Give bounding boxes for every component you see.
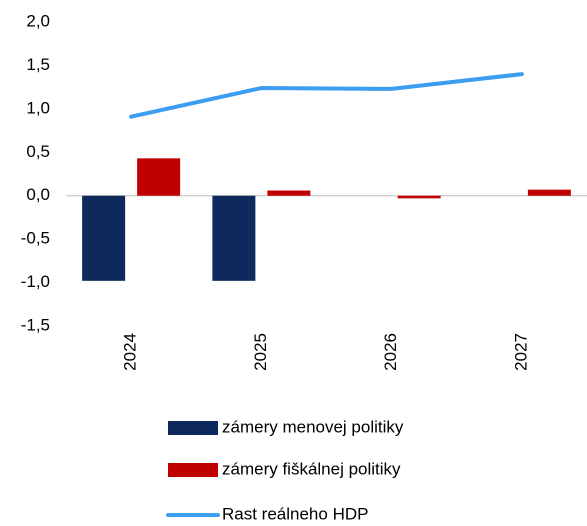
bar <box>267 190 311 196</box>
legend-label: zámery menovej politiky <box>222 417 404 436</box>
x-tick-label: 2024 <box>121 333 140 371</box>
y-tick-label: 2,0 <box>26 11 50 30</box>
y-tick-label: 0,5 <box>26 142 50 161</box>
x-tick-label: 2026 <box>381 333 400 371</box>
line-series <box>129 72 524 119</box>
y-tick-label: -1,0 <box>21 272 50 291</box>
x-tick-label: 2025 <box>251 333 270 371</box>
legend-label: Rast reálneho HDP <box>222 504 368 523</box>
bar <box>82 195 126 281</box>
bar <box>137 158 181 196</box>
legend-label: zámery fiškálnej politiky <box>222 459 401 478</box>
legend-swatch <box>168 421 218 435</box>
bar <box>527 189 571 196</box>
y-tick-label: 1,5 <box>26 55 50 74</box>
legend-swatch <box>168 463 218 477</box>
y-tick-label: -1,5 <box>21 315 50 334</box>
y-tick-label: -0,5 <box>21 229 50 248</box>
y-tick-label: 1,0 <box>26 98 50 117</box>
bar <box>397 195 441 199</box>
y-tick-label: 0,0 <box>26 185 50 204</box>
bar <box>212 195 256 281</box>
x-tick-label: 2027 <box>511 333 530 371</box>
